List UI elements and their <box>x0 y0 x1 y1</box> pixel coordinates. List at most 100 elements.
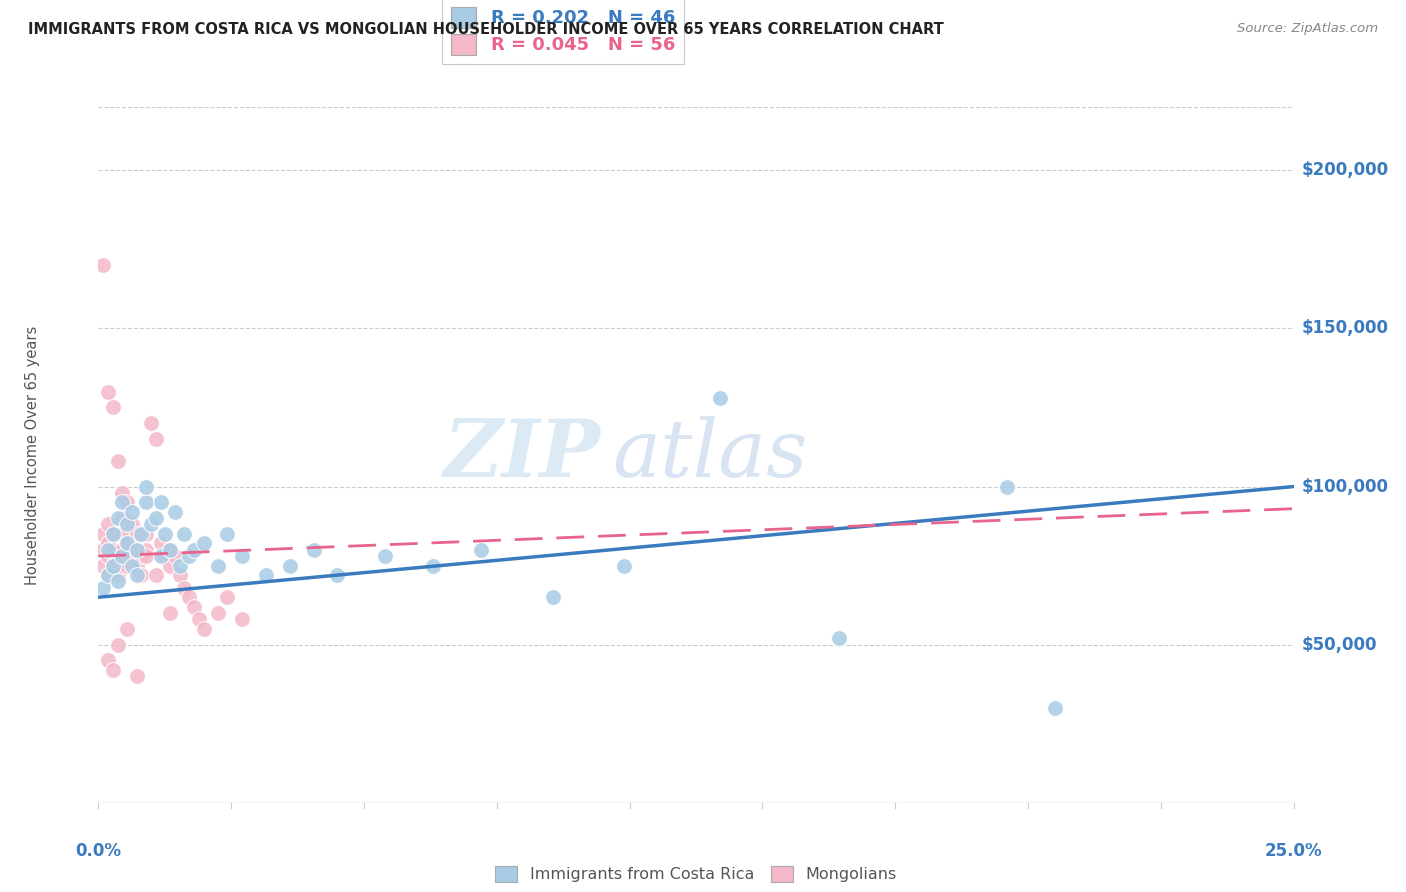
Point <box>187 612 209 626</box>
Point <box>613 558 636 573</box>
Point <box>217 591 239 605</box>
Point <box>121 558 143 573</box>
Point <box>207 558 229 573</box>
Point <box>145 511 167 525</box>
Point <box>169 568 191 582</box>
Point <box>91 258 114 272</box>
Point <box>163 549 186 563</box>
Point <box>115 536 138 550</box>
Point <box>131 527 153 541</box>
Point <box>159 606 181 620</box>
Point <box>155 549 177 563</box>
Point <box>101 401 124 415</box>
Point <box>135 549 157 563</box>
Point <box>135 495 157 509</box>
Point <box>131 568 153 582</box>
Point <box>111 495 134 509</box>
Text: atlas: atlas <box>612 417 807 493</box>
Point <box>139 517 162 532</box>
Point <box>91 527 114 541</box>
Point <box>159 542 181 557</box>
Point <box>121 517 143 532</box>
Point <box>125 527 148 541</box>
Point <box>149 536 172 550</box>
Point <box>101 558 124 573</box>
Text: Householder Income Over 65 years: Householder Income Over 65 years <box>25 326 41 584</box>
Point <box>125 669 148 683</box>
Point <box>115 536 138 550</box>
Point <box>709 391 731 405</box>
Text: Source: ZipAtlas.com: Source: ZipAtlas.com <box>1237 22 1378 36</box>
Point <box>159 542 181 557</box>
Point <box>193 536 215 550</box>
Point <box>278 558 301 573</box>
Point <box>97 542 120 557</box>
Point <box>231 612 253 626</box>
Point <box>254 568 277 582</box>
Point <box>231 549 253 563</box>
Point <box>115 517 138 532</box>
Point <box>828 632 851 646</box>
Text: IMMIGRANTS FROM COSTA RICA VS MONGOLIAN HOUSEHOLDER INCOME OVER 65 YEARS CORRELA: IMMIGRANTS FROM COSTA RICA VS MONGOLIAN … <box>28 22 943 37</box>
Point <box>97 384 120 399</box>
Point <box>121 505 143 519</box>
Text: 0.0%: 0.0% <box>76 842 121 860</box>
Point <box>183 542 205 557</box>
Point <box>1043 701 1066 715</box>
Point <box>111 542 134 557</box>
Point <box>217 527 239 541</box>
Text: 25.0%: 25.0% <box>1265 842 1322 860</box>
Point <box>422 558 444 573</box>
Point <box>91 581 114 595</box>
Point <box>101 527 124 541</box>
Point <box>115 622 138 636</box>
Point <box>183 599 205 614</box>
Text: ZIP: ZIP <box>443 417 600 493</box>
Point <box>125 558 148 573</box>
Point <box>131 549 153 563</box>
Point <box>135 479 157 493</box>
Point <box>107 511 129 525</box>
Point <box>125 542 148 557</box>
Point <box>97 653 120 667</box>
Point <box>107 568 129 582</box>
Point <box>135 542 157 557</box>
Point <box>111 486 134 500</box>
Point <box>101 663 124 677</box>
Point <box>374 549 396 563</box>
Point <box>541 591 564 605</box>
Point <box>97 568 120 582</box>
Point <box>125 568 148 582</box>
Legend: Immigrants from Costa Rica, Mongolians: Immigrants from Costa Rica, Mongolians <box>489 860 903 888</box>
Point <box>97 517 120 532</box>
Point <box>107 454 129 468</box>
Text: $200,000: $200,000 <box>1302 161 1389 179</box>
Point <box>101 527 124 541</box>
Point <box>193 622 215 636</box>
Point <box>91 542 114 557</box>
Point <box>97 568 120 582</box>
Point <box>173 581 195 595</box>
Point <box>179 591 201 605</box>
Point <box>470 542 492 557</box>
Point <box>97 536 120 550</box>
Point <box>155 527 177 541</box>
Point <box>111 527 134 541</box>
Point <box>145 568 167 582</box>
Point <box>101 558 124 573</box>
Point <box>135 527 157 541</box>
Point <box>107 574 129 589</box>
Point <box>159 558 181 573</box>
Point <box>179 549 201 563</box>
Point <box>97 549 120 563</box>
Point <box>173 527 195 541</box>
Point <box>91 558 114 573</box>
Point <box>302 542 325 557</box>
Point <box>139 417 162 431</box>
Point <box>101 542 124 557</box>
Point <box>169 558 191 573</box>
Point <box>121 549 143 563</box>
Point <box>149 495 172 509</box>
Text: $50,000: $50,000 <box>1302 636 1378 654</box>
Point <box>107 638 129 652</box>
